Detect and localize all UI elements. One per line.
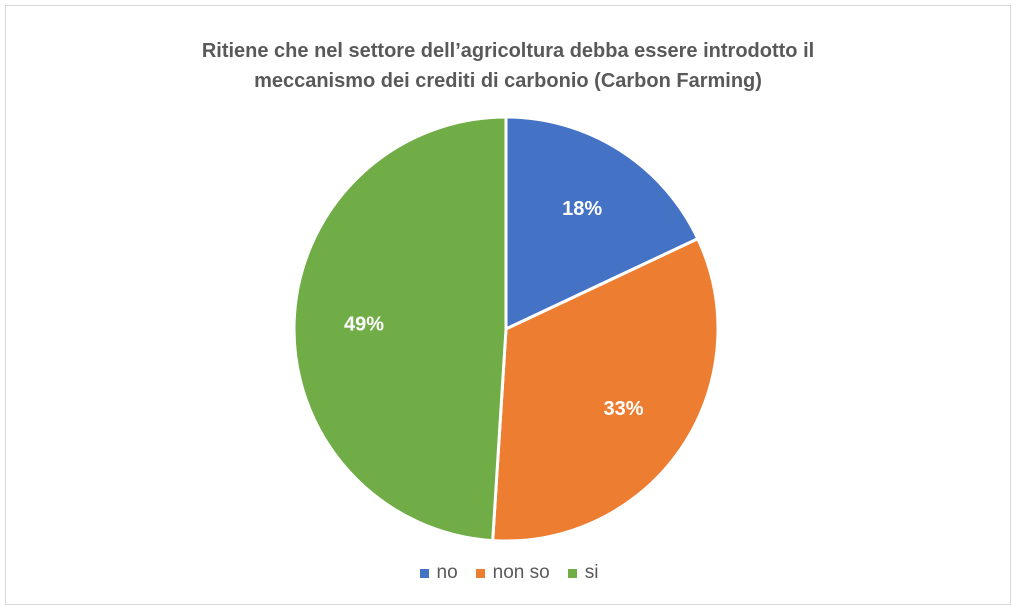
chart-title-line-2: meccanismo dei crediti di carbonio (Carb… bbox=[254, 70, 762, 92]
legend-swatch-no bbox=[419, 568, 429, 578]
legend-item-si: si bbox=[567, 562, 599, 584]
legend-label-non-so: non so bbox=[492, 562, 550, 583]
chart-title-line-1: Ritiene che nel settore dell’agricoltura… bbox=[201, 40, 815, 62]
legend-label-si: si bbox=[584, 562, 599, 583]
legend-item-non-so: non so bbox=[475, 562, 550, 584]
legend: no non so si bbox=[0, 562, 1018, 584]
chart-title: Ritiene che nel settore dell’agricoltura… bbox=[6, 36, 1010, 96]
legend-swatch-non-so bbox=[475, 568, 485, 578]
slice-si bbox=[292, 115, 508, 543]
slice-no bbox=[504, 115, 700, 331]
data-label-si: 49% bbox=[344, 314, 384, 336]
legend-label-no: no bbox=[436, 562, 458, 583]
slice-non-so bbox=[491, 237, 720, 543]
data-label-no: 18% bbox=[562, 198, 602, 220]
data-label-non-so: 33% bbox=[603, 398, 643, 420]
legend-item-no: no bbox=[419, 562, 458, 584]
legend-swatch-si bbox=[567, 568, 577, 578]
